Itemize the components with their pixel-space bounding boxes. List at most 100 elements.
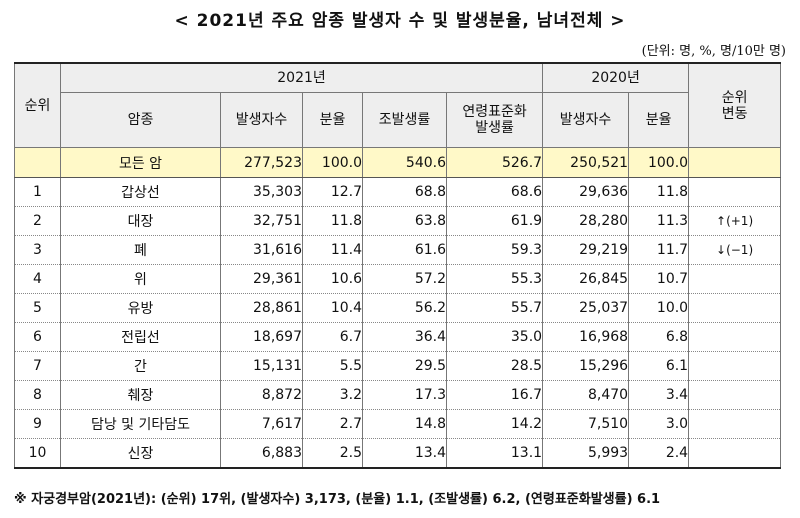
table-row: 9 담낭 및 기타담도 7,617 2.7 14.8 14.2 7,510 3.0: [14, 409, 782, 439]
row-asr: 35.0: [445, 322, 544, 352]
row-cancer-name: 전립선: [60, 322, 221, 352]
row-share: 6.7: [302, 322, 363, 352]
row-crude-rate: 13.4: [362, 438, 447, 469]
row-share: 10.6: [302, 264, 363, 294]
table-row: 5 유방 28,861 10.4 56.2 55.7 25,037 10.0: [14, 293, 782, 323]
row-rank-change: [688, 380, 782, 410]
row-share: 12.7: [302, 177, 363, 207]
row-crude-rate: 17.3: [362, 380, 447, 410]
row-cancer-name: 신장: [60, 438, 221, 469]
row-share-2020: 6.1: [628, 351, 690, 381]
row-crude-rate: 14.8: [362, 409, 447, 439]
row-share: 11.4: [302, 235, 363, 265]
table-row: 4 위 29,361 10.6 57.2 55.3 26,845 10.7: [14, 264, 782, 294]
row-cases-2020: 26,845: [542, 264, 630, 294]
row-cancer-name: 갑상선: [60, 177, 221, 207]
table-row: 7 간 15,131 5.5 29.5 28.5 15,296 6.1: [14, 351, 782, 381]
row-rank-change: [688, 264, 782, 294]
row-cancer-name: 담낭 및 기타담도: [60, 409, 221, 439]
header-share-2020: 분율: [628, 92, 690, 148]
row-rank: 7: [14, 351, 61, 381]
row-crude-rate: 36.4: [362, 322, 447, 352]
row-rank: 6: [14, 322, 61, 352]
row-cases-2020: 5,993: [542, 438, 630, 469]
row-cancer-name: 위: [60, 264, 221, 294]
row-share-2020: 11.7: [628, 235, 690, 265]
total-asr: 526.7: [445, 147, 544, 178]
row-share-2020: 3.4: [628, 380, 690, 410]
table-title: < 2021년 주요 암종 발생자 수 및 발생분율, 남녀전체 >: [174, 11, 626, 31]
total-crude: 540.6: [362, 147, 447, 178]
row-cases: 6,883: [220, 438, 303, 469]
row-asr: 59.3: [445, 235, 544, 265]
row-cases-2020: 7,510: [542, 409, 630, 439]
table-row: 3 폐 31,616 11.4 61.6 59.3 29,219 11.7 ↓(−1): [14, 235, 782, 265]
row-rank-change: ↑(+1): [688, 206, 782, 236]
row-share: 3.2: [302, 380, 363, 410]
row-share: 10.4: [302, 293, 363, 323]
row-cases: 7,617: [220, 409, 303, 439]
header-rank-change: 순위 변동: [688, 62, 782, 148]
row-share-2020: 3.0: [628, 409, 690, 439]
row-cases: 15,131: [220, 351, 303, 381]
row-share-2020: 11.8: [628, 177, 690, 207]
row-rank: 1: [14, 177, 61, 207]
row-share-2020: 10.7: [628, 264, 690, 294]
row-cases-2020: 29,636: [542, 177, 630, 207]
header-2020: 2020년: [542, 62, 690, 93]
header-crude-rate: 조발생률: [362, 92, 447, 148]
row-share: 5.5: [302, 351, 363, 381]
header-asr: 연령표준화 발생률: [445, 92, 544, 148]
row-share-2020: 11.3: [628, 206, 690, 236]
row-rank: 2: [14, 206, 61, 236]
row-crude-rate: 68.8: [362, 177, 447, 207]
total-share-2020: 100.0: [628, 147, 690, 178]
row-share: 11.8: [302, 206, 363, 236]
row-rank-change: [688, 409, 782, 439]
header-cases-2020: 발생자수: [542, 92, 630, 148]
footnote: ※ 자궁경부암(2021년): (순위) 17위, (발생자수) 3,173, …: [14, 492, 661, 507]
row-cases: 8,872: [220, 380, 303, 410]
row-rank: 3: [14, 235, 61, 265]
row-share-2020: 10.0: [628, 293, 690, 323]
row-rank-change: ↓(−1): [688, 235, 782, 265]
row-cases: 35,303: [220, 177, 303, 207]
row-cases-2020: 15,296: [542, 351, 630, 381]
header-cancer: 암종: [60, 92, 221, 148]
table-row: 6 전립선 18,697 6.7 36.4 35.0 16,968 6.8: [14, 322, 782, 352]
row-cases-2020: 29,219: [542, 235, 630, 265]
row-cases-2020: 16,968: [542, 322, 630, 352]
table-row: 1 갑상선 35,303 12.7 68.8 68.6 29,636 11.8: [14, 177, 782, 207]
row-cases-2020: 8,470: [542, 380, 630, 410]
row-rank-change: [688, 177, 782, 207]
row-cases: 32,751: [220, 206, 303, 236]
total-cases: 277,523: [220, 147, 303, 178]
row-asr: 55.3: [445, 264, 544, 294]
total-name: 모든 암: [60, 147, 221, 178]
row-rank-change: [688, 438, 782, 469]
row-share-2020: 6.8: [628, 322, 690, 352]
row-cases: 28,861: [220, 293, 303, 323]
row-cases-2020: 25,037: [542, 293, 630, 323]
header-rank: 순위: [14, 62, 61, 148]
header-cases-2021: 발생자수: [220, 92, 303, 148]
cancer-incidence-table: 순위 2021년 2020년 순위 변동 암종 발생자수 분율 조발생률 연령표…: [14, 62, 782, 469]
total-row: 모든 암 277,523 100.0 540.6 526.7 250,521 1…: [14, 147, 782, 178]
row-crude-rate: 57.2: [362, 264, 447, 294]
row-rank: 8: [14, 380, 61, 410]
row-share: 2.5: [302, 438, 363, 469]
row-cancer-name: 유방: [60, 293, 221, 323]
total-change: [688, 147, 782, 178]
row-crude-rate: 56.2: [362, 293, 447, 323]
row-asr: 13.1: [445, 438, 544, 469]
row-share: 2.7: [302, 409, 363, 439]
row-crude-rate: 61.6: [362, 235, 447, 265]
row-share-2020: 2.4: [628, 438, 690, 469]
row-asr: 61.9: [445, 206, 544, 236]
row-crude-rate: 29.5: [362, 351, 447, 381]
row-rank-change: [688, 351, 782, 381]
row-cancer-name: 간: [60, 351, 221, 381]
table-row: 10 신장 6,883 2.5 13.4 13.1 5,993 2.4: [14, 438, 782, 469]
unit-label: (단위: 명, %, 명/10만 명): [641, 44, 786, 59]
table-row: 2 대장 32,751 11.8 63.8 61.9 28,280 11.3 ↑(+1): [14, 206, 782, 236]
